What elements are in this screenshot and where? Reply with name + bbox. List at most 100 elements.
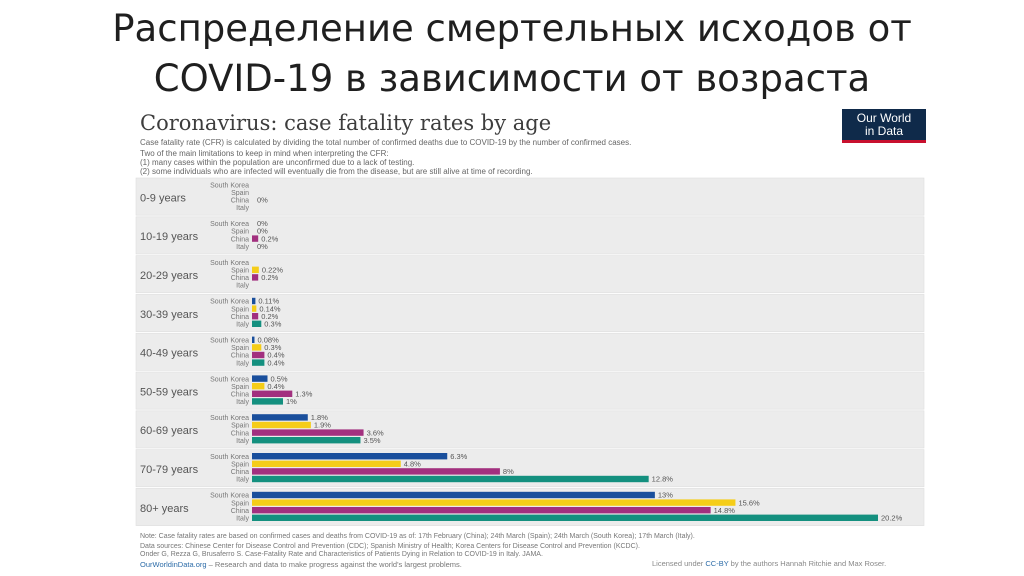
series-name-60-69-years-italy: Italy	[236, 438, 249, 445]
license-line: Licensed under CC-BY by the authors Hann…	[652, 559, 886, 568]
data-label-30-39-years-south-korea: 0.11%	[258, 297, 279, 306]
data-label-70-79-years-italy: 12.8%	[652, 475, 674, 484]
bar-10-19-years-china	[252, 235, 259, 242]
data-label-60-69-years-spain: 1.9%	[314, 421, 331, 430]
data-label-50-59-years-italy: 1%	[286, 397, 297, 406]
bar-40-49-years-china	[252, 351, 265, 359]
series-name-30-39-years-south-korea: South Korea	[210, 299, 249, 306]
bar-30-39-years-spain	[252, 305, 257, 312]
age-group-row-10-19-years	[135, 216, 925, 255]
series-name-50-59-years-china: China	[231, 392, 249, 399]
owid-site-tagline: – Research and data to make progress aga…	[206, 560, 462, 569]
age-group-label-50-59-years: 50-59 years	[140, 386, 199, 398]
age-group-label-30-39-years: 30-39 years	[140, 309, 199, 321]
data-label-80-years-south-korea: 13%	[658, 491, 673, 500]
series-name-10-19-years-italy: Italy	[236, 244, 249, 251]
bar-80-years-china	[252, 507, 711, 514]
bar-50-59-years-italy	[252, 398, 283, 405]
data-label-40-49-years-italy: 0.4%	[267, 358, 284, 367]
data-label-40-49-years-china: 0.4%	[267, 351, 284, 360]
data-label-80-years-china: 14.8%	[714, 506, 736, 515]
license-link[interactable]: CC-BY	[705, 559, 729, 568]
bar-70-79-years-italy	[252, 475, 649, 483]
data-label-50-59-years-spain: 0.4%	[267, 382, 284, 391]
chart-limitations-intro: Two of the main limitations to keep in m…	[140, 149, 389, 158]
series-name-30-39-years-spain: Spain	[231, 306, 249, 313]
bar-40-49-years-spain	[252, 344, 262, 351]
license-suffix: by the authors Hannah Ritchie and Max Ro…	[728, 559, 887, 568]
age-group-row-0-9-years	[135, 177, 925, 216]
age-group-label-0-9-years: 0-9 years	[140, 192, 186, 204]
age-group-row-30-39-years	[135, 294, 925, 332]
series-name-0-9-years-china: China	[231, 198, 249, 205]
chart-limitation-1: (1) many cases within the population are…	[140, 158, 415, 167]
bar-70-79-years-spain	[252, 460, 401, 467]
bar-70-79-years-south-korea	[252, 453, 448, 460]
bar-80-years-italy	[252, 514, 878, 521]
chart-sources-2: Onder G, Rezza G, Brusaferro S. Case-Fat…	[140, 551, 543, 558]
series-name-70-79-years-china: China	[231, 469, 249, 476]
owid-site-link[interactable]: OurWorldinData.org	[140, 560, 207, 569]
series-name-40-49-years-china: China	[231, 353, 249, 360]
data-label-10-19-years-italy: 0%	[257, 242, 268, 251]
age-group-label-60-69-years: 60-69 years	[140, 425, 199, 437]
bar-20-29-years-china	[252, 274, 259, 281]
data-label-60-69-years-italy: 3.5%	[363, 436, 380, 445]
series-name-80-years-spain: Spain	[231, 500, 249, 507]
series-name-50-59-years-italy: Italy	[236, 399, 249, 406]
series-name-80-years-south-korea: South Korea	[210, 493, 249, 500]
series-name-20-29-years-italy: Italy	[236, 283, 249, 290]
bar-60-69-years-south-korea	[252, 414, 308, 421]
data-label-30-39-years-china: 0.2%	[261, 312, 278, 321]
series-name-10-19-years-south-korea: South Korea	[210, 221, 249, 228]
owid-logo-line-2: in Data	[864, 124, 904, 138]
data-label-80-years-spain: 15.6%	[738, 498, 760, 507]
chart-subtitle: Case fatality rate (CFR) is calculated b…	[140, 138, 632, 147]
data-label-10-19-years-china: 0.2%	[261, 234, 278, 243]
bar-60-69-years-spain	[252, 421, 311, 429]
data-label-70-79-years-south-korea: 6.3%	[450, 452, 467, 461]
owid-logo-line-1: Our World	[856, 111, 912, 125]
bar-80-years-south-korea	[252, 491, 655, 499]
series-name-20-29-years-south-korea: South Korea	[210, 260, 249, 267]
chart-frame: Coronavirus: case fatality rates by age …	[132, 108, 930, 572]
series-name-40-49-years-south-korea: South Korea	[210, 338, 249, 345]
series-name-0-9-years-south-korea: South Korea	[210, 182, 249, 189]
series-name-40-49-years-spain: Spain	[231, 345, 249, 352]
series-name-80-years-china: China	[231, 508, 249, 515]
series-name-10-19-years-spain: Spain	[231, 229, 249, 236]
data-label-40-49-years-south-korea: 0.08%	[257, 336, 279, 345]
data-label-30-39-years-italy: 0.3%	[264, 320, 281, 329]
bar-50-59-years-spain	[252, 383, 265, 390]
series-name-0-9-years-italy: Italy	[236, 205, 249, 212]
series-name-10-19-years-china: China	[231, 236, 249, 243]
age-group-label-70-79-years: 70-79 years	[140, 464, 199, 476]
bar-60-69-years-china	[252, 429, 364, 436]
series-name-60-69-years-spain: Spain	[231, 423, 249, 430]
data-label-70-79-years-spain: 4.8%	[404, 460, 421, 469]
series-name-70-79-years-spain: Spain	[231, 462, 249, 469]
age-group-label-10-19-years: 10-19 years	[140, 231, 199, 243]
age-group-label-80-years: 80+ years	[140, 503, 189, 515]
data-label-50-59-years-china: 1.3%	[295, 390, 312, 399]
data-label-80-years-italy: 20.2%	[881, 514, 903, 523]
bar-80-years-spain	[252, 499, 736, 506]
series-name-60-69-years-china: China	[231, 430, 249, 437]
slide-title-line-2: COVID-19 в зависимости от возраста	[153, 57, 871, 100]
data-label-0-9-years-china: 0%	[257, 196, 268, 205]
owid-logo: Our World in Data	[842, 109, 926, 143]
bar-50-59-years-south-korea	[252, 375, 268, 382]
data-label-20-29-years-china: 0.2%	[261, 273, 278, 282]
bar-50-59-years-china	[252, 390, 293, 397]
data-label-40-49-years-spain: 0.3%	[264, 343, 281, 352]
bar-20-29-years-spain	[252, 266, 259, 273]
chart-site-line: OurWorldinData.org – Research and data t…	[140, 560, 462, 569]
slide-title: Распределение смертельных исходов от COV…	[0, 4, 1024, 104]
series-name-30-39-years-china: China	[231, 314, 249, 321]
data-label-60-69-years-south-korea: 1.8%	[311, 413, 328, 422]
bar-60-69-years-italy	[252, 437, 361, 444]
series-name-20-29-years-china: China	[231, 275, 249, 282]
bar-30-39-years-china	[252, 313, 259, 320]
chart-limitation-2: (2) some individuals who are infected wi…	[140, 167, 533, 176]
